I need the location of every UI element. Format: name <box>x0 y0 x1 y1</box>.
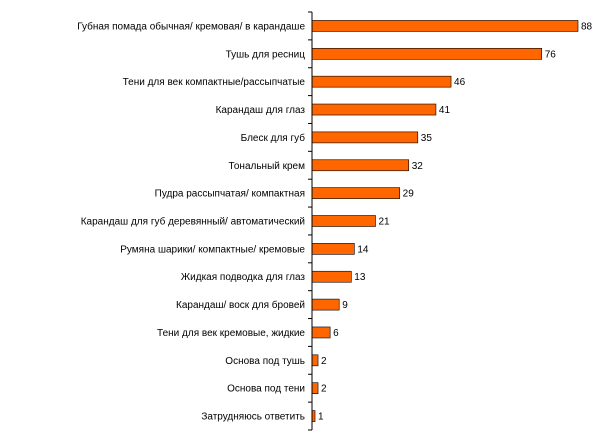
y-axis <box>308 11 313 431</box>
value-label: 35 <box>421 133 433 144</box>
value-label: 14 <box>357 244 369 255</box>
category-label: Тени для век кремовые, жидкие <box>157 328 305 339</box>
value-label: 41 <box>439 105 451 116</box>
category-label: Основа под тушь <box>225 356 305 367</box>
bar <box>311 131 419 144</box>
value-label: 13 <box>354 272 366 283</box>
value-label: 2 <box>321 356 327 367</box>
bar <box>311 243 355 255</box>
value-label: 1 <box>318 412 324 423</box>
category-label: Жидкая подводка для глаз <box>181 272 305 283</box>
value-label: 21 <box>378 217 390 228</box>
category-label: Карандаш для губ деревянный/ автоматичес… <box>81 216 305 228</box>
bars <box>311 20 579 422</box>
bar <box>311 270 352 283</box>
bar <box>311 103 437 116</box>
bar <box>311 75 452 88</box>
bar <box>311 159 410 172</box>
category-label: Блеск для губ <box>241 132 306 144</box>
category-label: Тени для век компактные/рассыпчатые <box>123 77 306 88</box>
category-label: Тональный крем <box>229 161 306 172</box>
value-label: 29 <box>403 189 415 200</box>
bar <box>311 215 376 227</box>
category-label: Затрудняюсь ответить <box>201 412 305 423</box>
bar <box>311 47 543 60</box>
bar <box>311 382 319 395</box>
category-label: Тушь для ресниц <box>226 49 306 60</box>
value-label: 32 <box>412 161 424 172</box>
category-label: Карандаш/ воск для бровей <box>176 299 305 311</box>
category-label: Основа под тени <box>227 384 305 395</box>
value-label: 2 <box>321 384 327 395</box>
value-label: 9 <box>342 300 348 311</box>
category-label: Румяна шарики/ компактные/ кремовые <box>120 244 305 255</box>
bar <box>311 187 400 199</box>
category-label: Губная помада обычная/ кремовая/ в каран… <box>77 20 305 32</box>
value-label: 46 <box>454 77 466 88</box>
bar <box>311 20 579 32</box>
category-label: Пудра рассыпчатая/ компактная <box>155 189 305 200</box>
value-label: 6 <box>333 328 339 339</box>
category-labels: Губная помада обычная/ кремовая/ в каран… <box>77 20 305 422</box>
bar <box>311 326 331 339</box>
bar <box>311 354 319 367</box>
bar <box>311 298 340 311</box>
category-label: Карандаш для глаз <box>216 105 306 116</box>
value-label: 88 <box>581 21 593 32</box>
value-label: 76 <box>545 49 557 60</box>
